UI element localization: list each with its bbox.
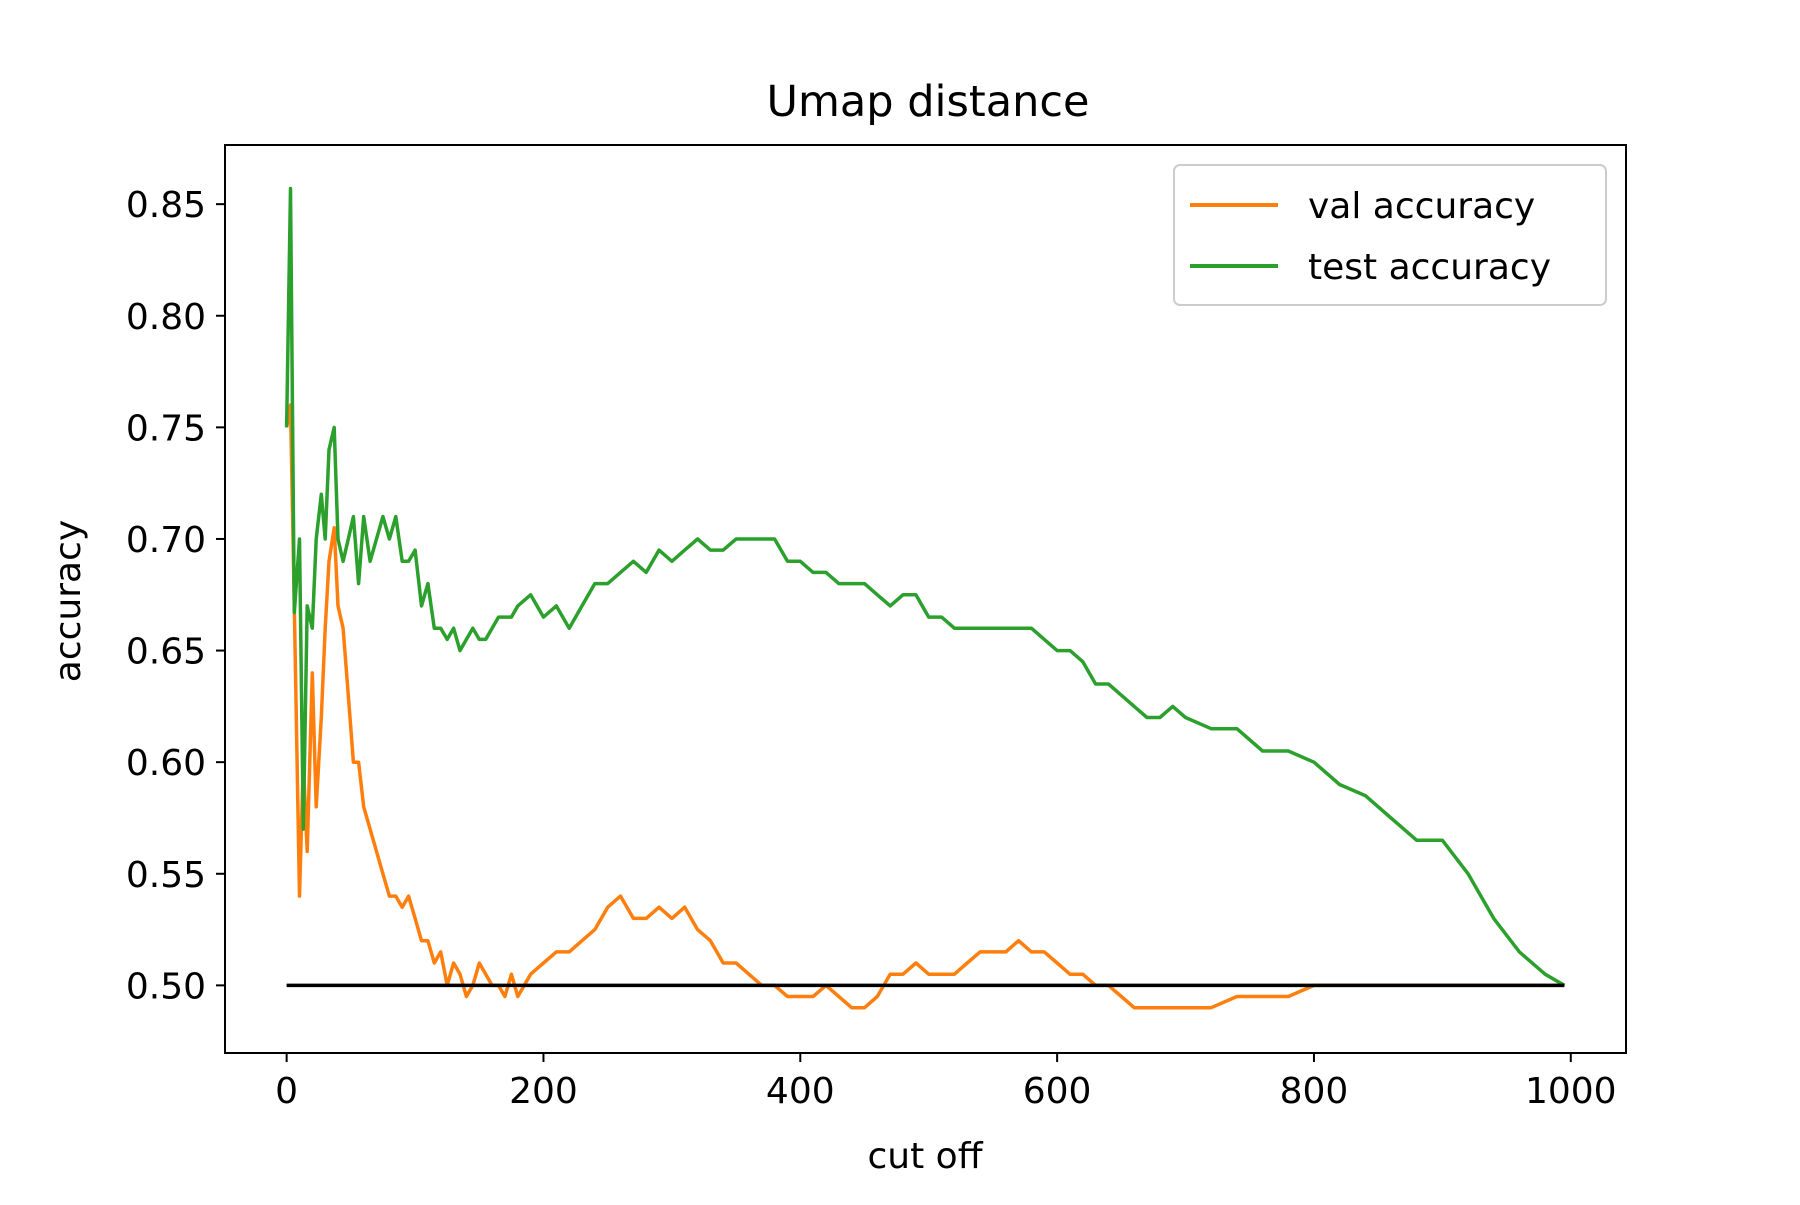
x-axis-label: cut off [868, 1136, 984, 1177]
x-axis-ticks: 0 200 400 600 800 1000 [275, 1053, 1617, 1112]
y-tick-label: 0.80 [126, 297, 206, 338]
test-accuracy-line [284, 186, 1566, 987]
x-tick-label: 600 [1023, 1071, 1092, 1112]
y-tick-label: 0.60 [126, 743, 206, 784]
val-accuracy-line [284, 403, 1565, 1010]
legend-label: val accuracy [1308, 186, 1535, 227]
y-tick-label: 0.65 [126, 632, 206, 673]
x-tick-label: 1000 [1525, 1071, 1617, 1112]
plot-series [284, 186, 1566, 1010]
y-axis-label: accuracy [48, 520, 89, 682]
chart-title: Umap distance [767, 77, 1090, 127]
legend-frame [1173, 164, 1607, 306]
y-axis-ticks: 0.50 0.55 0.60 0.65 0.70 0.75 0.80 0.85 [126, 185, 225, 1007]
y-tick-label: 0.70 [126, 520, 206, 561]
legend-label: test accuracy [1308, 247, 1551, 288]
plot-frame [224, 144, 1627, 1054]
y-tick-label: 0.75 [126, 408, 206, 449]
x-tick-label: 400 [766, 1071, 835, 1112]
x-tick-label: 800 [1280, 1071, 1349, 1112]
x-tick-label: 0 [275, 1071, 298, 1112]
chart-legend: val accuracy test accuracy [1173, 164, 1607, 306]
y-tick-label: 0.50 [126, 966, 206, 1007]
y-tick-label: 0.55 [126, 855, 206, 896]
x-tick-label: 200 [509, 1071, 578, 1112]
y-tick-label: 0.85 [126, 185, 206, 226]
